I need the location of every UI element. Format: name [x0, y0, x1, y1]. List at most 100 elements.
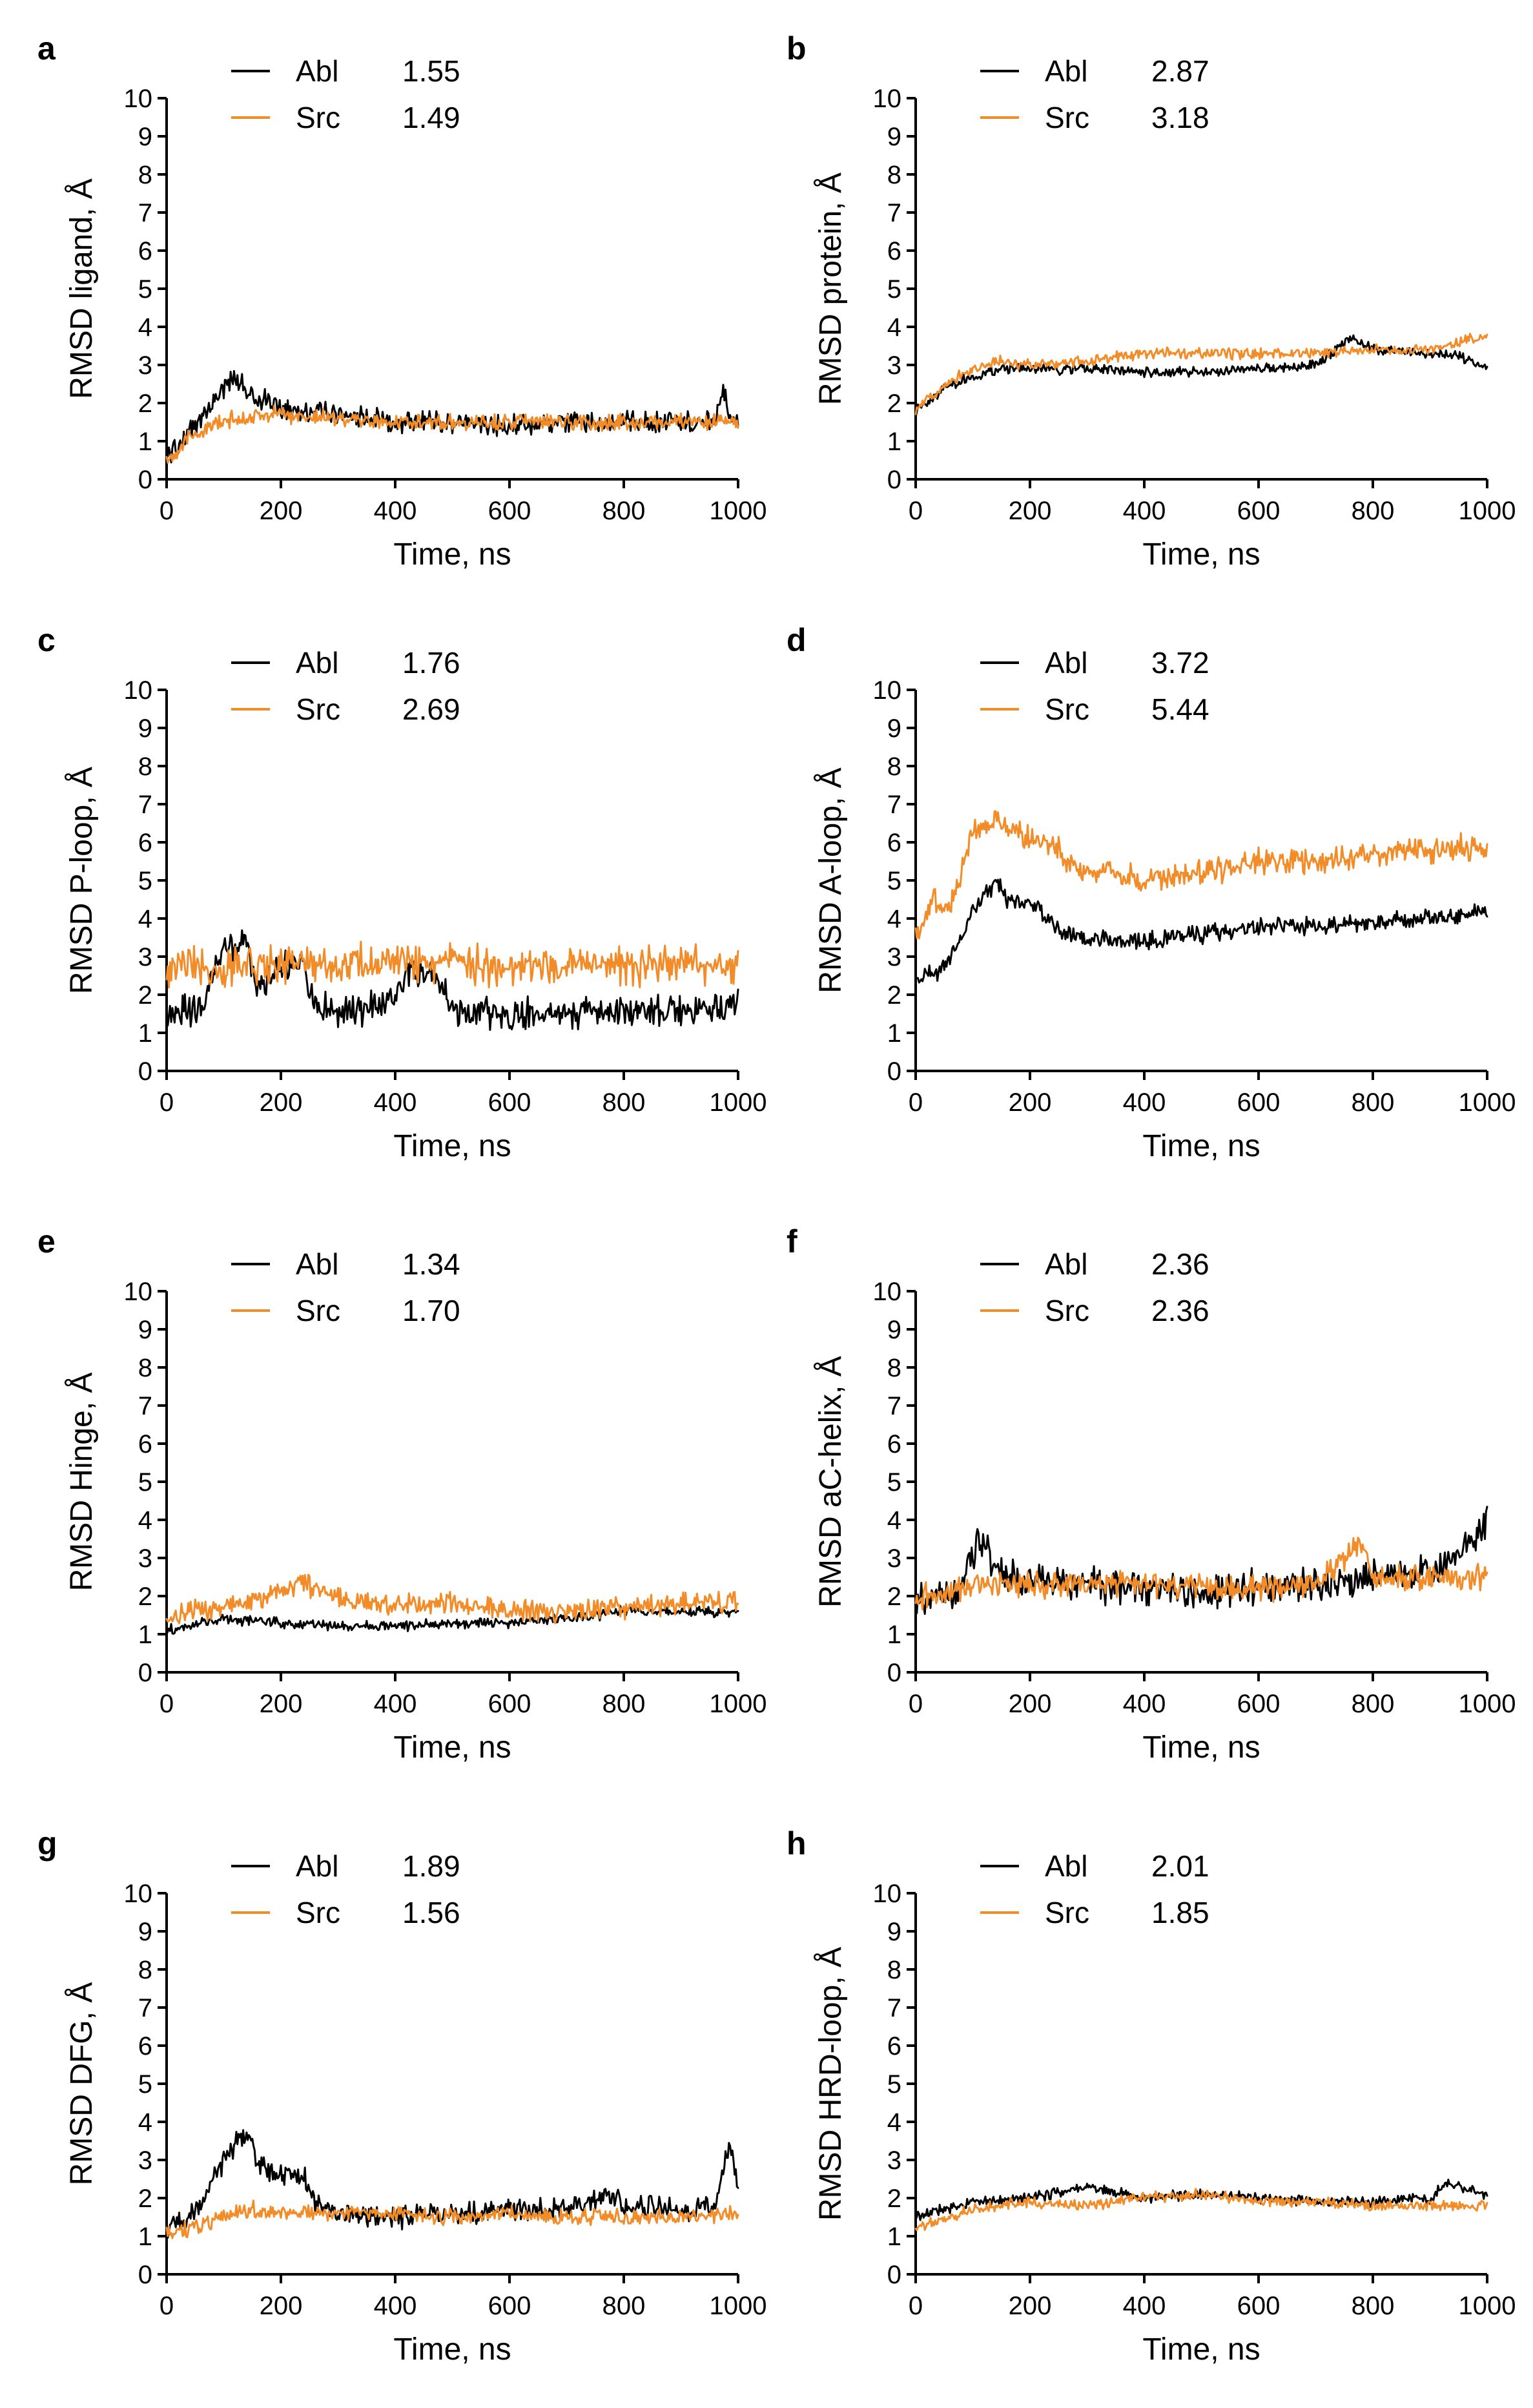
y-tick-label: 5 — [138, 1468, 152, 1497]
y-tick-label: 5 — [138, 275, 152, 304]
y-tick-label: 4 — [138, 905, 152, 933]
y-tick-label: 7 — [887, 1392, 901, 1420]
panel-letter: b — [787, 30, 807, 67]
axis-lines — [914, 1893, 1487, 2276]
series-line-abl — [165, 2129, 739, 2239]
chart-panel-b: b 0 1 2 3 4 5 6 7 8 9 10 0 200 400 600 800 1000 Time, ns RM… — [787, 30, 1516, 572]
y-tick-label: 4 — [138, 313, 152, 342]
y-tick-label: 5 — [887, 275, 901, 304]
y-tick-label: 3 — [138, 2146, 152, 2175]
axis-lines — [914, 98, 1487, 481]
x-tick-label: 1000 — [1459, 2292, 1516, 2320]
x-tick-label: 600 — [1237, 497, 1281, 525]
series-line-src — [914, 2188, 1488, 2232]
y-axis-title: RMSD protein, Å — [814, 172, 848, 405]
x-axis-title: Time, ns — [393, 537, 511, 572]
x-tick-label: 400 — [1123, 1690, 1166, 1718]
legend-label: Src — [296, 1294, 340, 1327]
x-tick-label: 600 — [488, 497, 531, 525]
y-tick-label: 1 — [138, 2223, 152, 2251]
x-tick-label: 1000 — [710, 1088, 767, 1117]
y-tick-label: 6 — [887, 2032, 901, 2060]
x-tick-label: 1000 — [1459, 1690, 1516, 1718]
y-tick-label: 1 — [887, 2223, 901, 2251]
legend-mean-value: 5.44 — [1151, 692, 1209, 726]
y-tick-label: 9 — [887, 123, 901, 151]
series-line-src — [165, 940, 739, 989]
legend-mean-value: 1.34 — [402, 1247, 460, 1281]
y-tick-label: 6 — [138, 237, 152, 265]
chart-panel-d: d 0 1 2 3 4 5 6 7 8 9 10 0 200 400 600 800 1000 Time, ns RM… — [787, 622, 1516, 1163]
x-tick-label: 800 — [1352, 2292, 1395, 2320]
y-tick-label: 9 — [138, 1918, 152, 1946]
y-tick-label: 3 — [887, 351, 901, 380]
y-tick-label: 1 — [138, 428, 152, 456]
legend-mean-value: 1.76 — [402, 646, 460, 680]
x-tick-label: 400 — [374, 1088, 417, 1117]
y-tick-label: 9 — [138, 714, 152, 743]
series-line-abl — [914, 2178, 1488, 2221]
y-tick-label: 8 — [138, 752, 152, 781]
y-tick-label: 10 — [124, 1278, 153, 1306]
x-tick-label: 800 — [1352, 497, 1395, 525]
x-tick-label: 0 — [159, 497, 174, 525]
y-tick-label: 3 — [138, 1544, 152, 1573]
legend-mean-value: 2.87 — [1151, 54, 1209, 88]
legend-mean-value: 2.36 — [1151, 1247, 1209, 1281]
x-tick-label: 400 — [374, 497, 417, 525]
y-tick-label: 8 — [887, 161, 901, 189]
y-tick-label: 7 — [138, 1392, 152, 1420]
y-tick-label: 1 — [138, 1621, 152, 1649]
y-tick-label: 0 — [887, 466, 901, 494]
y-axis-title: RMSD P-loop, Å — [65, 767, 99, 994]
y-tick-label: 4 — [887, 313, 901, 342]
y-tick-label: 9 — [887, 1918, 901, 1946]
series-line-src — [165, 1573, 739, 1624]
x-tick-label: 200 — [260, 1088, 303, 1117]
y-tick-label: 2 — [138, 981, 152, 1010]
chart-panel-c: c 0 1 2 3 4 5 6 7 8 9 10 0 200 400 600 800 1000 Time, ns RM… — [37, 622, 767, 1163]
y-tick-label: 7 — [887, 199, 901, 227]
y-tick-label: 6 — [887, 1430, 901, 1458]
chart-panel-f: f 0 1 2 3 4 5 6 7 8 9 10 0 200 400 600 800 1000 Time, ns RM… — [787, 1223, 1516, 1765]
y-tick-label: 0 — [138, 1659, 152, 1687]
x-tick-label: 1000 — [710, 497, 767, 525]
y-tick-label: 9 — [138, 1316, 152, 1344]
y-tick-label: 3 — [138, 943, 152, 971]
y-tick-label: 7 — [138, 791, 152, 819]
legend-label: Src — [296, 692, 340, 726]
legend-mean-value: 1.89 — [402, 1849, 460, 1883]
y-tick-label: 8 — [887, 1956, 901, 1984]
legend-label: Abl — [296, 646, 338, 680]
y-tick-label: 0 — [138, 1057, 152, 1086]
y-tick-label: 8 — [138, 1956, 152, 1984]
y-tick-label: 10 — [124, 85, 153, 113]
x-tick-label: 200 — [1009, 1088, 1052, 1117]
x-tick-label: 200 — [1009, 1690, 1052, 1718]
x-tick-label: 0 — [909, 1690, 923, 1718]
y-tick-label: 8 — [887, 1354, 901, 1382]
series-line-abl — [165, 929, 739, 1031]
y-tick-label: 3 — [887, 2146, 901, 2175]
y-tick-label: 7 — [138, 1994, 152, 2022]
legend-label: Abl — [1045, 1849, 1087, 1883]
x-tick-label: 1000 — [710, 2292, 767, 2320]
y-tick-label: 7 — [887, 791, 901, 819]
y-tick-label: 5 — [138, 2070, 152, 2099]
x-tick-label: 600 — [488, 2292, 531, 2320]
legend-mean-value: 2.36 — [1151, 1294, 1209, 1327]
y-tick-label: 0 — [138, 2261, 152, 2289]
x-tick-label: 800 — [602, 497, 646, 525]
x-tick-label: 800 — [1352, 1690, 1395, 1718]
series-line-abl — [914, 1506, 1488, 1615]
x-tick-label: 600 — [488, 1690, 531, 1718]
legend-label: Abl — [1045, 54, 1087, 88]
y-tick-label: 4 — [138, 1506, 152, 1535]
y-tick-label: 10 — [873, 676, 902, 705]
y-tick-label: 3 — [887, 1544, 901, 1573]
x-tick-label: 600 — [1237, 2292, 1281, 2320]
y-tick-label: 9 — [138, 123, 152, 151]
y-tick-label: 4 — [138, 2108, 152, 2137]
y-tick-label: 1 — [887, 1621, 901, 1649]
y-tick-label: 2 — [138, 2185, 152, 2213]
